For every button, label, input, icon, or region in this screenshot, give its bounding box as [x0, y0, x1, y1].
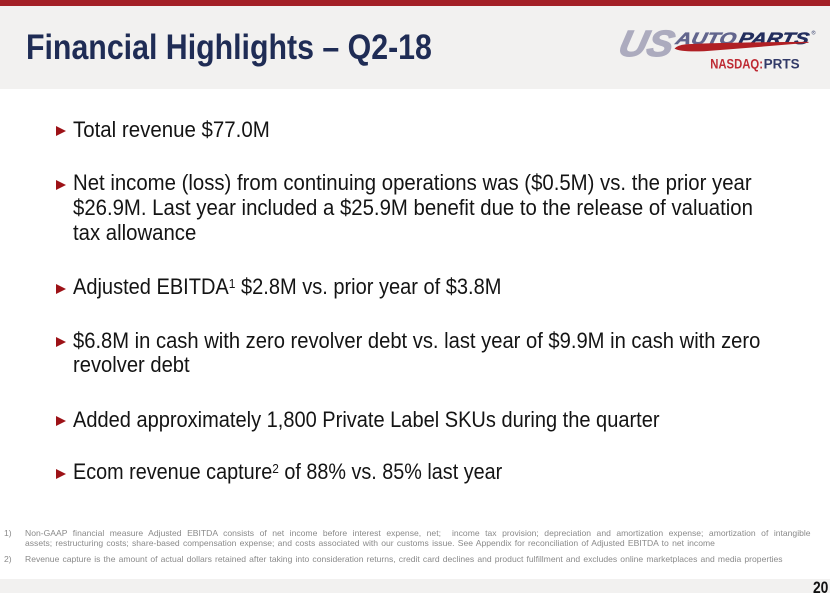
svg-text:®: ® [812, 30, 816, 37]
svg-text:US: US [615, 24, 679, 64]
svg-text:PRTS: PRTS [764, 57, 800, 72]
svg-text:NASDAQ:: NASDAQ: [710, 57, 763, 72]
